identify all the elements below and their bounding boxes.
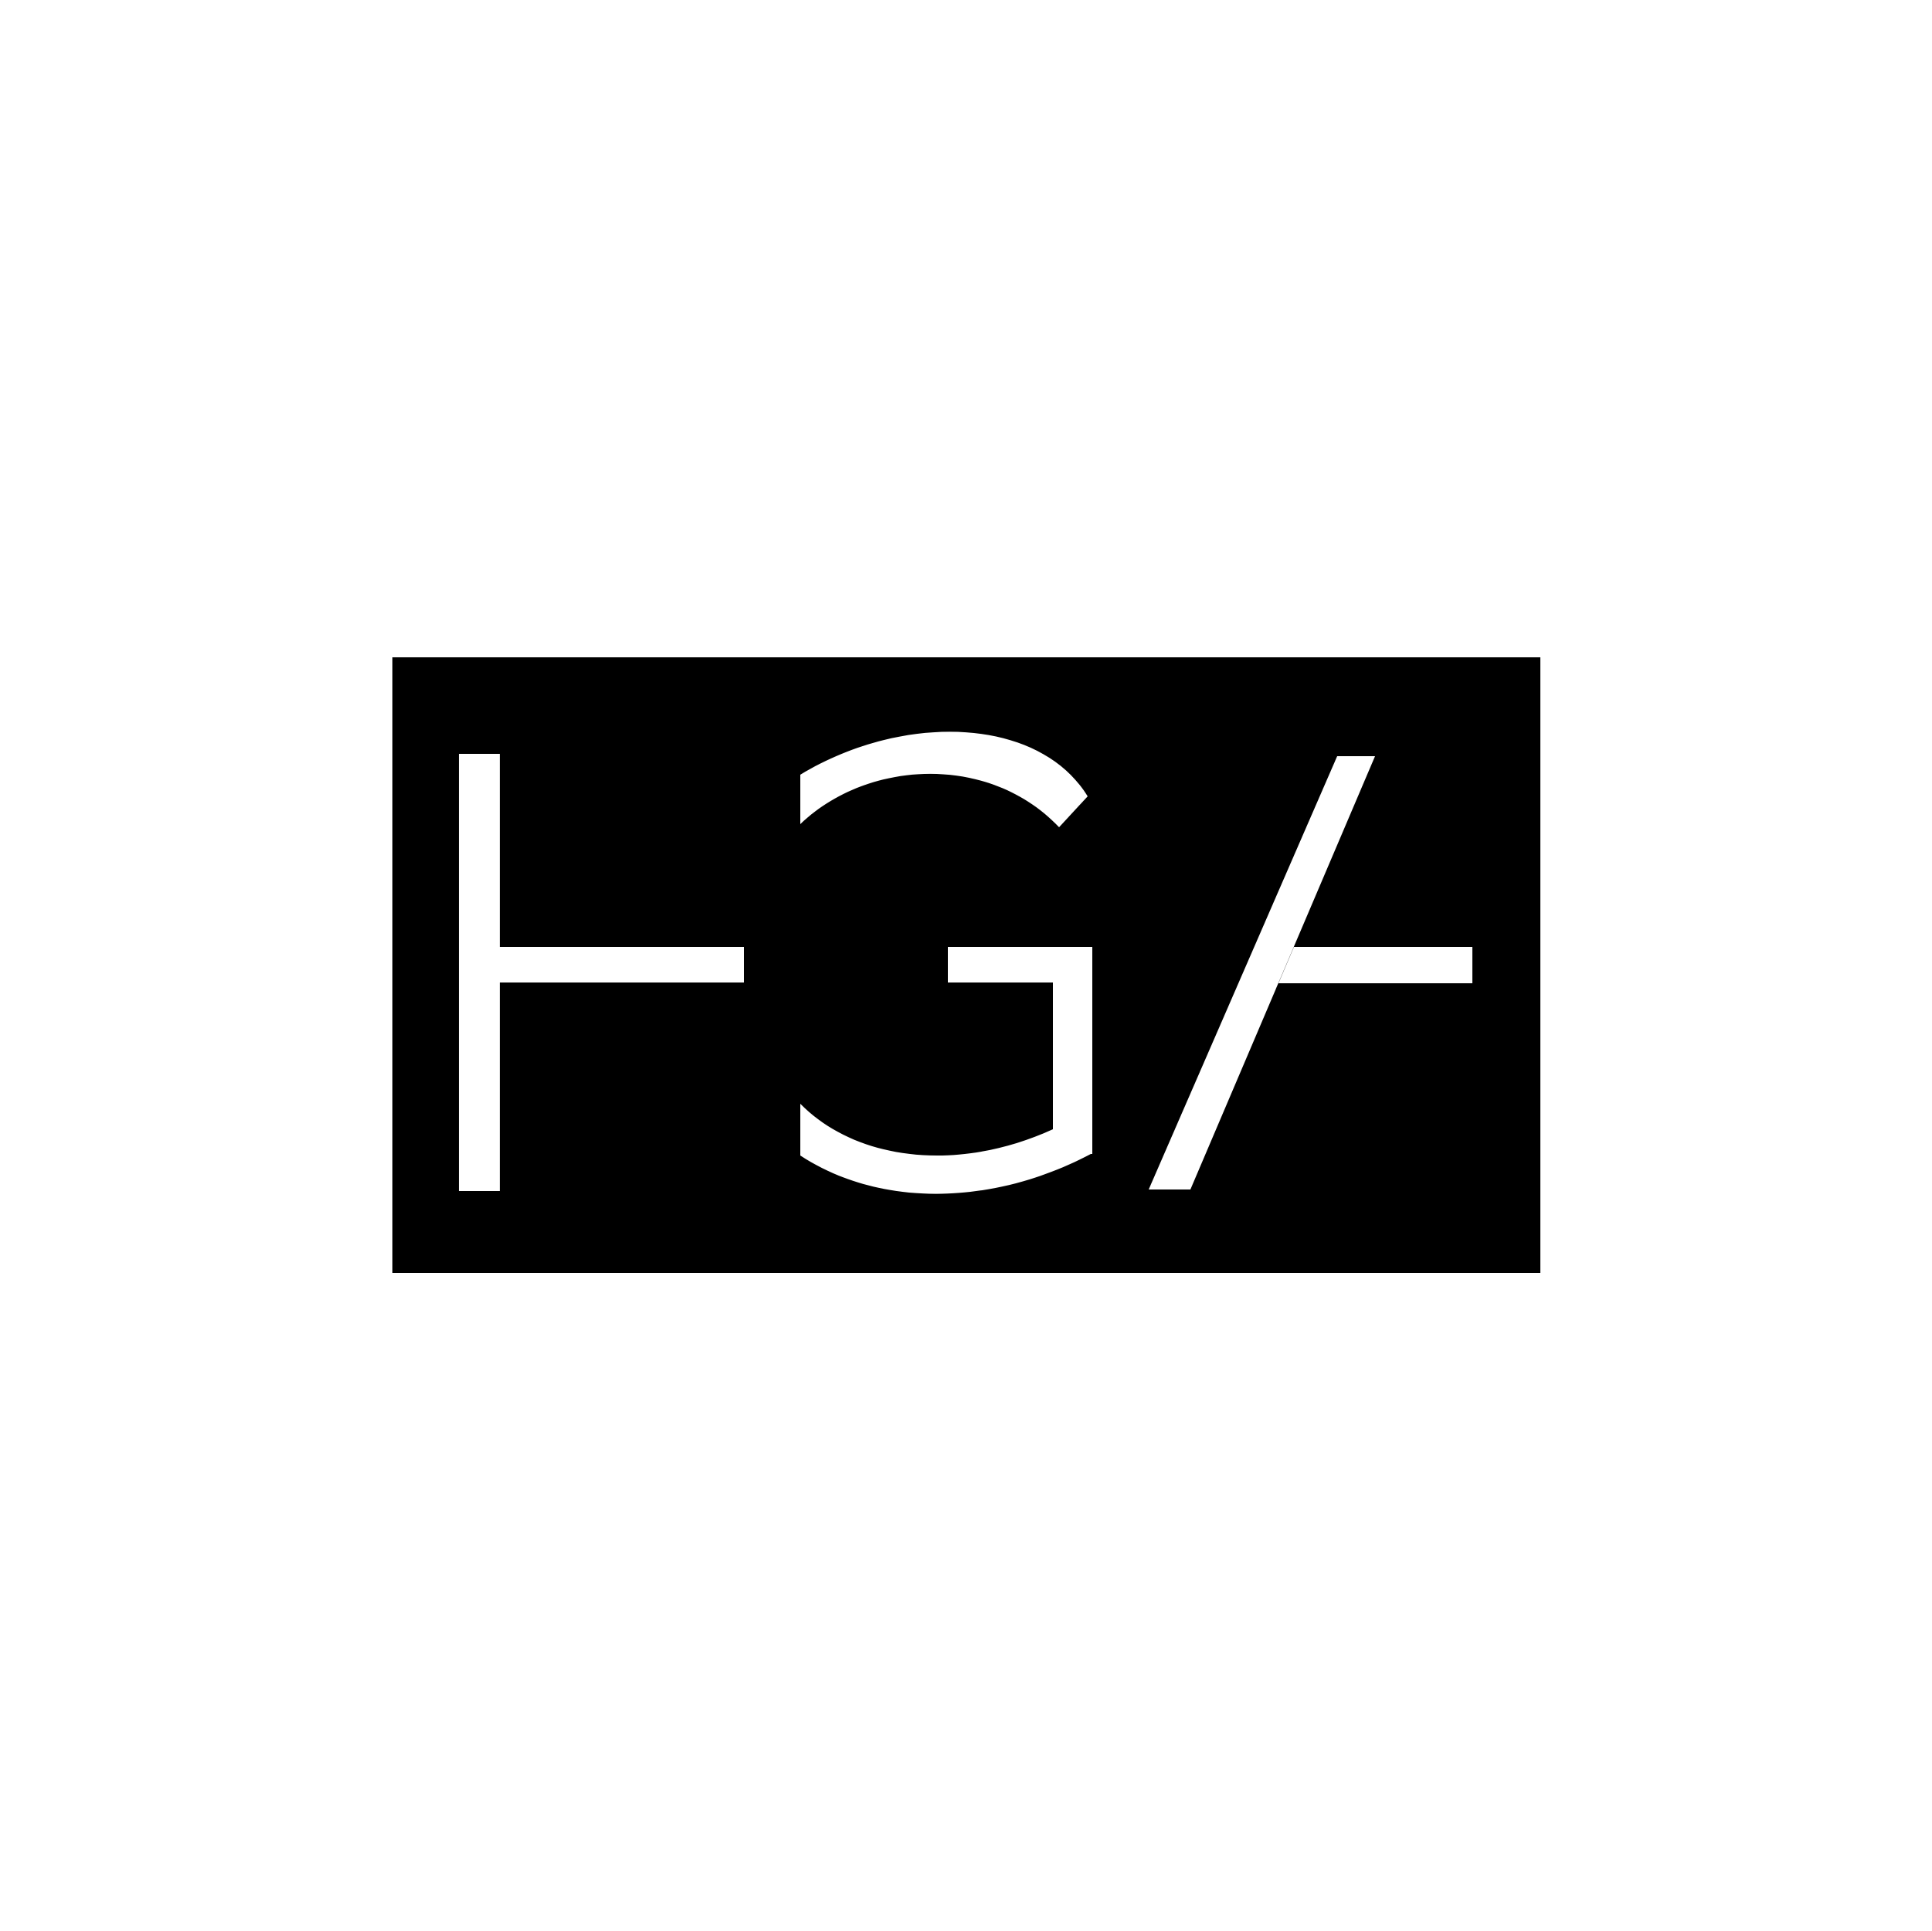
letter-h-crossbar bbox=[500, 947, 744, 982]
letter-h-stem bbox=[459, 754, 500, 1191]
letter-g-spur bbox=[1053, 947, 1092, 1154]
letter-a-crossbar bbox=[1278, 947, 1472, 983]
